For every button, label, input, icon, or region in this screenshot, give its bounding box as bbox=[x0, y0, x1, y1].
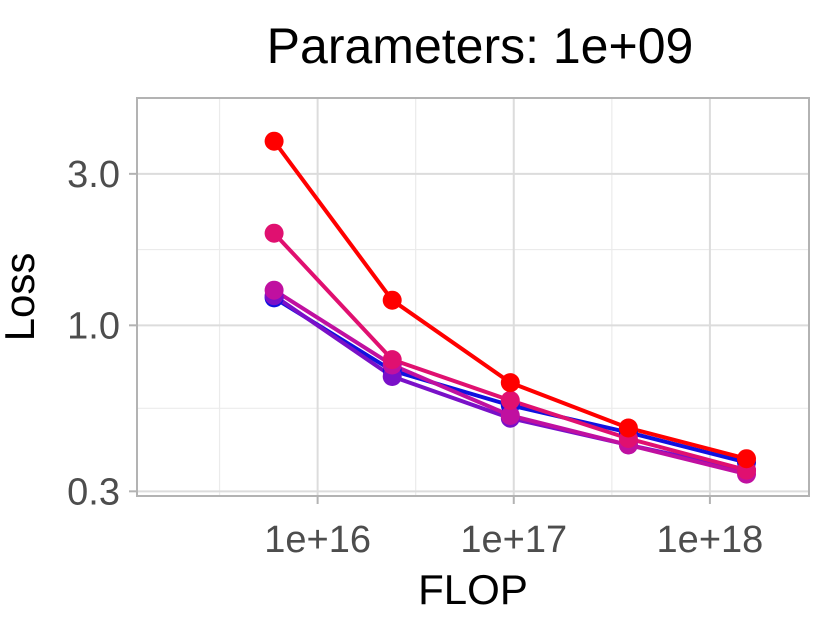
series-5-point bbox=[737, 449, 756, 469]
grid-lines bbox=[137, 98, 809, 496]
plot-panel-border bbox=[136, 97, 810, 497]
series-line-4 bbox=[272, 231, 749, 473]
series-5-point bbox=[382, 290, 402, 310]
series-5-point bbox=[264, 131, 284, 151]
chart-title: Parameters: 1e+09 bbox=[267, 18, 694, 74]
series-4-point bbox=[382, 350, 402, 370]
series-5-point bbox=[618, 418, 638, 438]
series-5-point bbox=[500, 373, 520, 393]
x-axis-label: FLOP bbox=[418, 566, 528, 613]
x-tick-label: 1e+16 bbox=[264, 519, 371, 561]
series-3-point bbox=[500, 406, 520, 425]
y-axis-label: Loss bbox=[0, 253, 43, 342]
series-points bbox=[264, 131, 756, 484]
series-4-point bbox=[500, 390, 520, 410]
axis-ticks: 1e+16 1e+17 1e+18 0.3 1.0 3.0 bbox=[67, 154, 763, 561]
y-tick-label: 0.3 bbox=[67, 471, 120, 513]
x-tick-label: 1e+18 bbox=[657, 519, 764, 561]
series-3-point bbox=[264, 280, 284, 300]
y-tick-label: 1.0 bbox=[67, 305, 120, 347]
y-tick-label: 3.0 bbox=[67, 154, 120, 196]
series-4-point bbox=[264, 223, 284, 243]
x-tick-label: 1e+17 bbox=[460, 519, 567, 561]
